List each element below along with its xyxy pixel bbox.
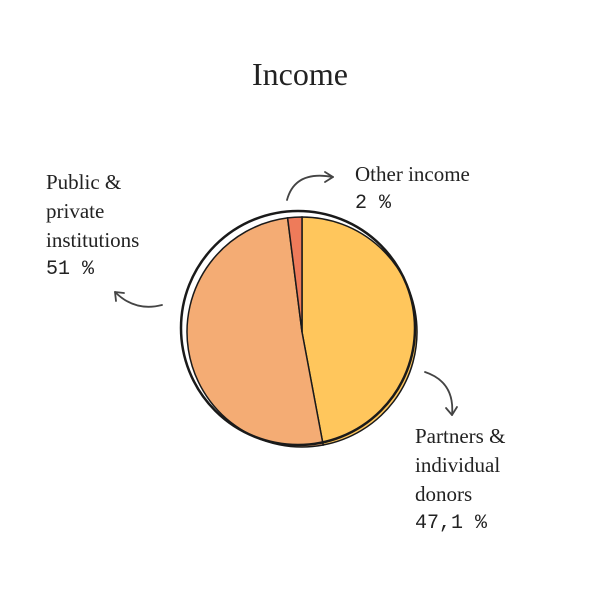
slices	[186, 216, 418, 448]
arrows	[114, 171, 458, 416]
value-label: 51 %	[46, 258, 95, 281]
arrow	[286, 174, 334, 201]
arrow-head	[324, 171, 334, 183]
slice-label: Public & private institutions 51 %	[46, 168, 174, 284]
slice-label: Other income 2 %	[355, 160, 555, 218]
chart-title: Income	[252, 56, 348, 92]
category-label: Public & private institutions	[46, 170, 140, 252]
pie-slice	[286, 216, 303, 333]
arrow-head	[445, 406, 458, 416]
value-label: 2 %	[355, 192, 392, 215]
category-label: Partners & individual donors	[415, 424, 506, 506]
pie-slice	[301, 216, 418, 446]
slice-label: Partners & individual donors 47,1 %	[415, 422, 545, 538]
sketch-outline	[179, 209, 417, 447]
value-label: 47,1 %	[415, 512, 488, 535]
arrow	[424, 371, 454, 416]
arrow-head	[114, 291, 125, 302]
category-label: Other income	[355, 162, 470, 186]
arrow	[114, 291, 163, 308]
